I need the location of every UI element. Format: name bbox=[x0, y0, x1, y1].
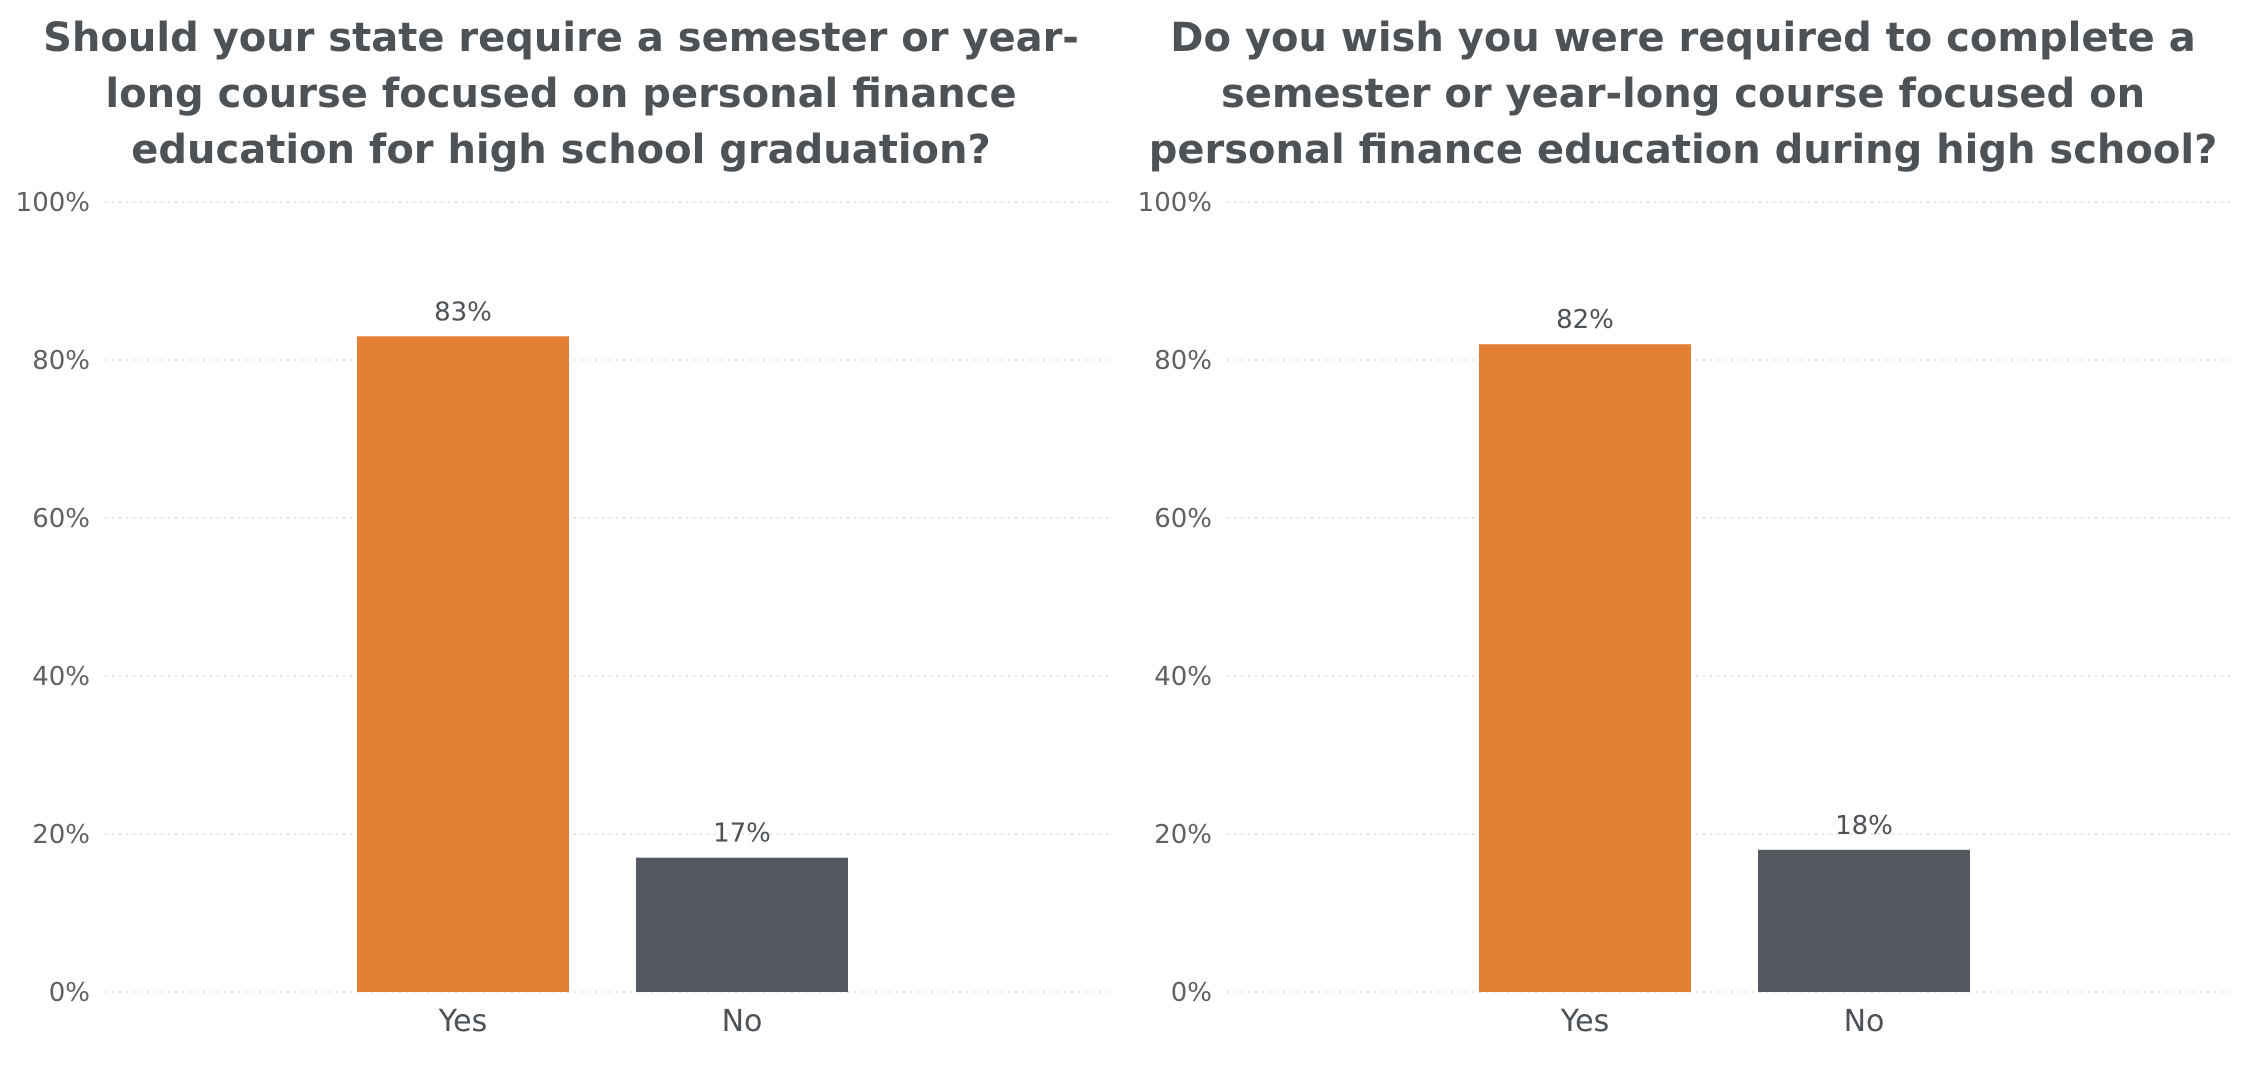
bar-yes bbox=[1479, 344, 1691, 992]
bar-yes bbox=[357, 336, 569, 992]
y-tick-label: 100% bbox=[16, 188, 90, 218]
chart-panel-left: Should your state require a semester or … bbox=[16, 15, 1112, 1039]
chart-title: Should your state require a semester or … bbox=[43, 15, 1079, 173]
y-tick-label: 40% bbox=[1154, 662, 1212, 692]
category-label-no: No bbox=[1844, 1004, 1885, 1039]
bar-no bbox=[636, 857, 848, 992]
y-tick-label: 40% bbox=[32, 662, 90, 692]
y-tick-label: 100% bbox=[1138, 188, 1212, 218]
value-label-yes: 83% bbox=[434, 297, 492, 327]
y-tick-label: 20% bbox=[32, 820, 90, 850]
chart-panel-right: Do you wish you were required to complet… bbox=[1122, 0, 2244, 1080]
y-tick-label: 80% bbox=[32, 346, 90, 376]
y-tick-label: 20% bbox=[1154, 820, 1212, 850]
category-label-no: No bbox=[722, 1004, 763, 1039]
chart-title: Do you wish you were required to complet… bbox=[1148, 15, 2218, 173]
bar-no bbox=[1758, 849, 1970, 992]
value-label-no: 17% bbox=[713, 819, 771, 849]
y-tick-label: 0% bbox=[1171, 978, 1212, 1008]
y-tick-label: 60% bbox=[1154, 504, 1212, 534]
value-label-yes: 82% bbox=[1556, 305, 1614, 335]
y-tick-label: 60% bbox=[32, 504, 90, 534]
y-tick-label: 0% bbox=[49, 978, 90, 1008]
bar-chart: 0% 20% 40% 60% 80% 100% 82% Yes 18% No bbox=[1138, 188, 2234, 1039]
y-tick-label: 80% bbox=[1154, 346, 1212, 376]
value-label-no: 18% bbox=[1835, 811, 1893, 841]
bar-chart: 0% 20% 40% 60% 80% 100% 83% Yes 17% No bbox=[16, 188, 1112, 1039]
category-label-yes: Yes bbox=[438, 1004, 487, 1039]
category-label-yes: Yes bbox=[1560, 1004, 1609, 1039]
